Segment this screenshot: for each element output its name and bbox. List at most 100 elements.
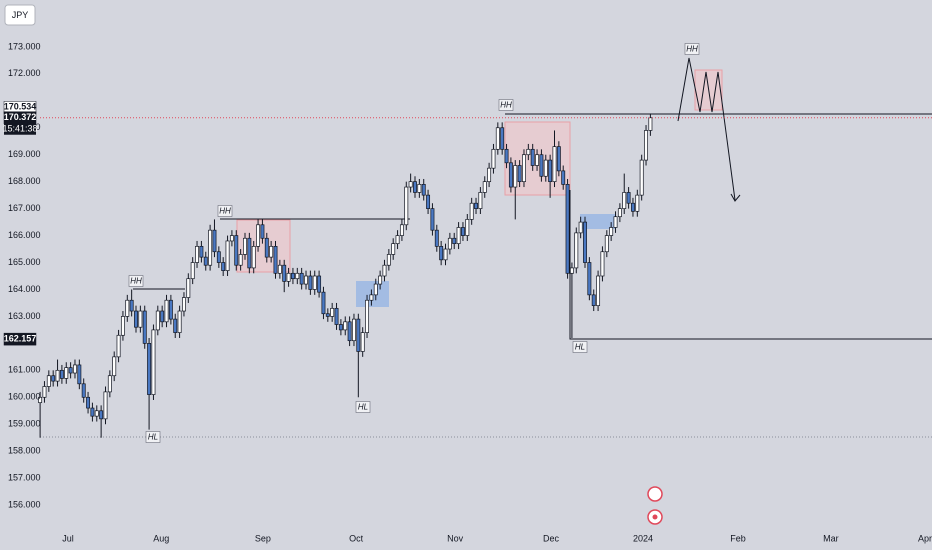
candle-body (535, 154, 540, 166)
pivot-tag-box (128, 275, 144, 287)
zone-box (580, 214, 615, 229)
candle-body (583, 221, 587, 263)
candle-body (609, 227, 614, 236)
y-tick-label: 172.000 (8, 68, 41, 78)
candle-body (561, 170, 566, 185)
candle-body (495, 127, 500, 150)
price-label: 170.534 (4, 102, 37, 112)
candle-body (508, 162, 513, 188)
candle-body (177, 310, 182, 333)
x-tick-label: Feb (730, 533, 746, 543)
candle-body (251, 245, 256, 269)
candle-body (578, 221, 583, 234)
candle-body (443, 248, 448, 261)
candle-body (247, 237, 252, 269)
candle-body (129, 299, 134, 312)
candle-body (334, 307, 339, 325)
candle-body (243, 237, 247, 255)
pivot-tag-label: HL (575, 343, 585, 352)
candle-body (426, 194, 431, 209)
candle-body (269, 245, 274, 258)
candle-body (290, 272, 295, 280)
zone-box (356, 281, 389, 307)
candle-body (421, 184, 426, 196)
pivot-tag-box (572, 341, 588, 353)
y-tick-label: 167.000 (8, 203, 41, 213)
candle-body (635, 194, 640, 212)
pivot-tag-box (217, 205, 233, 217)
candle-body (626, 192, 631, 204)
candle-body (404, 186, 409, 226)
candle-body (587, 262, 592, 296)
x-tick-label: Aug (153, 533, 169, 543)
candle-body (552, 146, 557, 183)
pivot-tag-label: HL (148, 433, 158, 442)
y-tick-label: 161.000 (8, 365, 41, 375)
candle-body (644, 130, 648, 161)
candle-body (221, 262, 226, 271)
candle-body (325, 313, 330, 317)
y-tick-label: 169.000 (8, 149, 41, 159)
candle-body (73, 364, 77, 374)
candle-body (225, 240, 230, 271)
candle-body (373, 283, 378, 296)
candle-body (648, 117, 653, 131)
candle-body (556, 146, 561, 172)
candle-body (164, 299, 169, 323)
x-tick-label: Jul (62, 533, 74, 543)
candle-body (273, 245, 278, 274)
candle-body (591, 294, 596, 306)
symbol: JPY (12, 10, 29, 20)
candle-body (343, 321, 348, 331)
pivot-tag: HL (572, 341, 588, 353)
candle-body (42, 386, 47, 398)
x-tick-label: Mar (823, 533, 839, 543)
candle-body (155, 310, 160, 331)
candle-body (59, 369, 64, 379)
candle-body (600, 251, 605, 277)
y-tick-label: 165.000 (8, 257, 41, 267)
candle-body (138, 310, 143, 328)
candle-body (347, 321, 352, 342)
candle-body (81, 383, 86, 398)
candle-body (631, 202, 635, 212)
candle-body (120, 316, 125, 336)
candle-body (456, 227, 461, 245)
x-tick-label: Sep (255, 533, 271, 543)
candle-body (103, 391, 108, 420)
candle-body (639, 159, 644, 196)
candle-body (465, 219, 470, 236)
candle-body (99, 410, 104, 420)
candle-body (186, 278, 191, 298)
candle-body (86, 396, 91, 409)
candle-body (395, 235, 400, 245)
candle-body (430, 208, 435, 231)
price-label-box (3, 332, 37, 346)
pivot-tag: HH (217, 205, 233, 217)
candle-body (500, 127, 505, 150)
candle-body (391, 243, 396, 255)
candle-body (256, 224, 261, 247)
y-tick-label: 168.000 (8, 176, 41, 186)
y-tick-label: 157.000 (8, 473, 41, 483)
candle-body (38, 396, 43, 404)
candle-body (469, 202, 474, 220)
candle-body (229, 235, 234, 242)
candle-body (539, 154, 544, 177)
y-tick-label: 173.000 (8, 41, 41, 51)
candle-body (312, 275, 317, 290)
candle-body (190, 262, 195, 280)
candle-body (574, 232, 579, 269)
candle-body (216, 251, 221, 263)
y-tick-label: 160.000 (8, 392, 41, 402)
pivot-tag-label: HL (358, 403, 368, 412)
candle-body (356, 318, 361, 352)
y-tick-label: 158.000 (8, 446, 41, 456)
pivot-tag: HH (684, 43, 700, 55)
pivot-tag-box (355, 401, 371, 413)
candle-body (116, 334, 121, 358)
y-tick-label: 156.000 (8, 499, 41, 509)
candle-body (530, 148, 535, 166)
candle-body (90, 407, 95, 417)
